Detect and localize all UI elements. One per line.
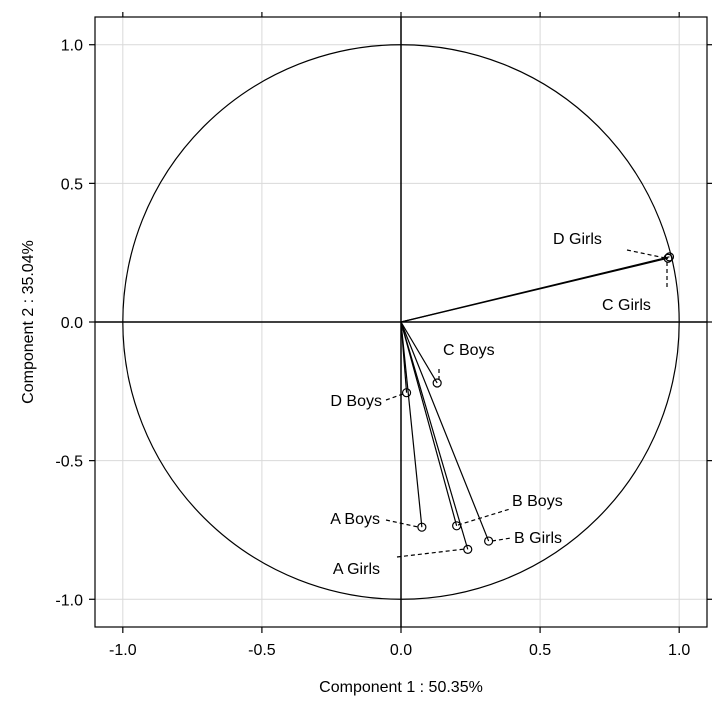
vector-b-boys [400, 321, 458, 526]
y-tick-label: -0.5 [55, 454, 83, 471]
label-c-boys: C Boys [443, 342, 495, 359]
vector-a-boys [400, 321, 423, 528]
label-c-girls: C Girls [602, 297, 651, 314]
point-a-boys [417, 522, 427, 532]
label-b-boys: B Boys [512, 493, 563, 510]
x-tick-label: -0.5 [248, 642, 276, 659]
leader-d-girls [626, 249, 666, 259]
label-b-girls: B Girls [514, 530, 562, 547]
y-tick-label: 0.0 [61, 315, 83, 332]
leader-d-boys [385, 393, 404, 401]
x-axis-title: Component 1 : 50.35% [319, 679, 483, 696]
y-tick-label: 0.5 [61, 176, 83, 193]
label-a-boys: A Boys [330, 511, 380, 528]
y-axis-title: Component 2 : 35.04% [20, 240, 37, 404]
x-tick-label: 0.0 [390, 642, 412, 659]
vector-b-girls [400, 321, 490, 542]
vector-c-girls [400, 257, 669, 323]
point-a-girls [463, 544, 473, 554]
y-tick-label: 1.0 [61, 38, 83, 55]
label-d-boys: D Boys [330, 393, 382, 410]
point-d-girls [664, 252, 675, 262]
point-d-boys [401, 388, 412, 398]
x-tick-label: 1.0 [668, 642, 690, 659]
x-tick-label: 0.5 [529, 642, 551, 659]
vector-a-girls [400, 321, 469, 550]
vector-c-boys [400, 321, 438, 384]
leader-b-boys [457, 508, 511, 526]
label-d-girls: D Girls [553, 231, 602, 248]
leader-a-boys [385, 519, 419, 528]
point-c-boys [432, 378, 442, 388]
y-tick-label: -1.0 [55, 592, 83, 609]
leader-a-girls [396, 548, 466, 558]
leader-b-girls [491, 537, 512, 542]
x-tick-label: -1.0 [109, 642, 137, 659]
label-a-girls: A Girls [333, 561, 380, 578]
